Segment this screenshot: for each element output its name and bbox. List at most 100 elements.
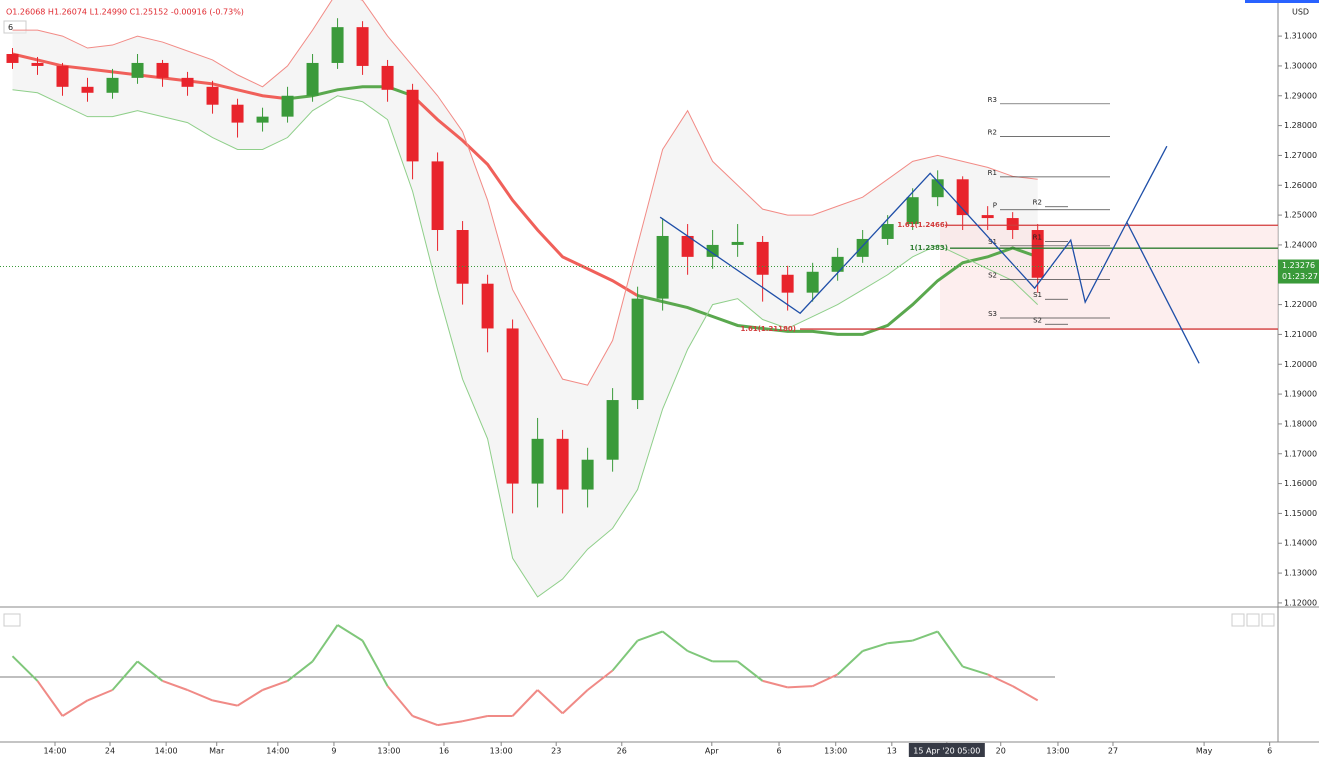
y-tick-label: 1.12000 [1284,598,1317,607]
pivot-label: R1 [1033,234,1042,242]
target-zone [940,225,1278,330]
y-tick-label: 1.13000 [1284,569,1317,578]
osc-segment [687,650,714,663]
candle-body [356,27,369,66]
pivot-label: S1 [1033,291,1042,299]
x-tick-label: 16 [439,747,449,756]
top-bar [1245,0,1319,3]
candle-body [881,224,894,239]
osc-segment [187,689,213,702]
candle-body [431,161,444,231]
band-fill [12,0,1038,597]
osc-segment [61,699,89,717]
indicator-line [12,52,639,297]
fib-label: 1(1.2383) [910,244,948,252]
candle-body [931,179,944,198]
x-tick-label: 13:00 [1046,747,1069,756]
x-tick-label: 27 [1108,747,1118,756]
candle-body [1006,218,1019,231]
y-tick-label: 1.30000 [1284,61,1317,70]
x-tick-label: 14:00 [155,747,178,756]
x-tick-label: Apr [705,747,720,756]
osc-segment [462,715,488,723]
x-tick-label: 24 [105,747,115,756]
candle-body [331,27,344,63]
osc-segment [737,660,764,682]
x-tick-label: 23 [551,747,561,756]
x-tick-label: 6 [776,747,781,756]
fib-label: 1.61(1.21180) [740,325,796,333]
osc-segment [912,630,939,642]
projection-line [659,172,1200,364]
pivot-label: S3 [988,310,997,318]
candle-body [206,86,219,105]
candle-body [556,438,569,490]
osc-segment [412,715,438,727]
x-tick-label: 26 [617,747,627,756]
candle-body [806,271,819,293]
candle-body [381,65,394,90]
candle-body [781,274,794,293]
y-tick-label: 1.22000 [1284,300,1317,309]
pane-maximize[interactable] [1261,613,1275,627]
candle-body [81,86,94,93]
candle-body [306,62,319,96]
y-tick-label: 1.28000 [1284,121,1317,130]
osc-segment [36,680,64,717]
pane-up[interactable] [1231,613,1245,627]
osc-segment [262,679,288,691]
pivot-label: S2 [1033,316,1042,324]
osc-segment [87,689,113,702]
pane-close[interactable] [1246,613,1260,627]
candle-body [131,62,144,78]
candle-body [1031,230,1044,278]
interval-label[interactable]: 6 [8,23,13,32]
osc-segment [637,630,663,642]
x-tick-label: 13:00 [490,747,513,756]
candle-body [631,298,644,401]
currency-label: USD [1292,8,1309,17]
candle-body [256,116,269,123]
x-tick-label: 13:00 [377,747,400,756]
candle-body [6,53,19,63]
y-tick-label: 1.26000 [1284,181,1317,190]
osc-segment [437,720,463,727]
x-tick-label: 13 [887,747,897,756]
x-tick-label: May [1196,747,1213,756]
candle-body [681,235,694,257]
crosshair-label-bg [908,743,985,757]
pane-toggle[interactable] [3,613,21,627]
osc-segment [311,624,339,662]
candle-body [56,65,69,87]
osc-segment [286,660,314,682]
osc-segment [111,660,139,691]
candle-body [831,256,844,272]
candle-body [531,438,544,484]
pivot-label: R1 [988,169,997,177]
pivot-label: R3 [988,96,997,104]
candle-body [581,459,594,490]
last-price-box [1278,259,1319,284]
osc-segment [361,640,389,687]
last-price-label: 1.23276 [1282,261,1315,270]
candle-body [706,244,719,257]
osc-segment [936,630,964,668]
candle-body [981,215,994,219]
y-tick-label: 1.24000 [1284,240,1317,249]
indicator-line [12,0,1038,386]
osc-segment [862,642,888,652]
osc-segment [561,689,589,715]
candle-body [481,283,494,329]
y-tick-label: 1.19000 [1284,390,1317,399]
osc-segment [887,639,913,645]
fib-label: 1.61(1.2466) [897,221,948,229]
osc-segment [611,639,639,672]
osc-segment [836,650,864,676]
osc-segment [337,624,364,642]
osc-segment [787,685,813,689]
pivot-label: S2 [988,272,997,280]
osc-segment [586,669,614,691]
y-tick-label: 1.20000 [1284,360,1317,369]
osc-segment [511,689,539,717]
